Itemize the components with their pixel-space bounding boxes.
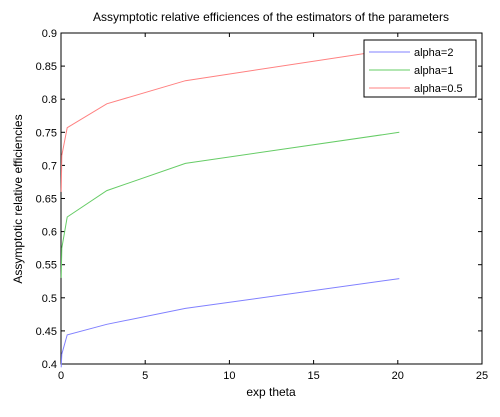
x-tick-label: 5 [142,370,148,382]
legend: alpha=2 alpha=1 alpha=0.5 [363,39,477,98]
legend-label: alpha=1 [414,65,453,77]
series-line [60,131,400,278]
y-axis-ticks: 0.4 0.45 0.5 0.55 0.6 0.65 0.7 0.75 0.8 0.85 0.9 [36,28,482,371]
x-tick-label: 15 [307,370,319,382]
x-axis-title: exp theta [246,385,296,399]
x-tick-label: 10 [223,370,235,382]
y-tick-label: 0.45 [36,326,57,338]
x-axis-ticks: 0 5 10 15 20 25 [58,33,488,382]
legend-label: alpha=0.5 [414,83,463,95]
y-tick-label: 0.65 [36,194,57,206]
series-lines [60,47,400,368]
series-line [60,278,400,368]
y-tick-label: 0.55 [36,260,57,272]
series-line [60,47,400,192]
legend-label: alpha=2 [414,47,453,59]
y-axis-title: Assymptotic relative efficiencies [11,114,25,283]
y-tick-label: 0.85 [36,61,57,73]
y-tick-label: 0.6 [42,227,57,239]
y-tick-label: 0.8 [42,94,57,106]
chart-title: Assymptotic relative efficiences of the … [93,10,449,24]
x-tick-label: 0 [58,370,64,382]
y-tick-label: 0.75 [36,127,57,139]
y-tick-label: 0.9 [42,28,57,40]
y-tick-label: 0.7 [42,160,57,172]
x-tick-label: 25 [476,370,488,382]
x-tick-label: 20 [392,370,404,382]
y-tick-label: 0.4 [42,359,57,371]
y-tick-label: 0.5 [42,293,57,305]
